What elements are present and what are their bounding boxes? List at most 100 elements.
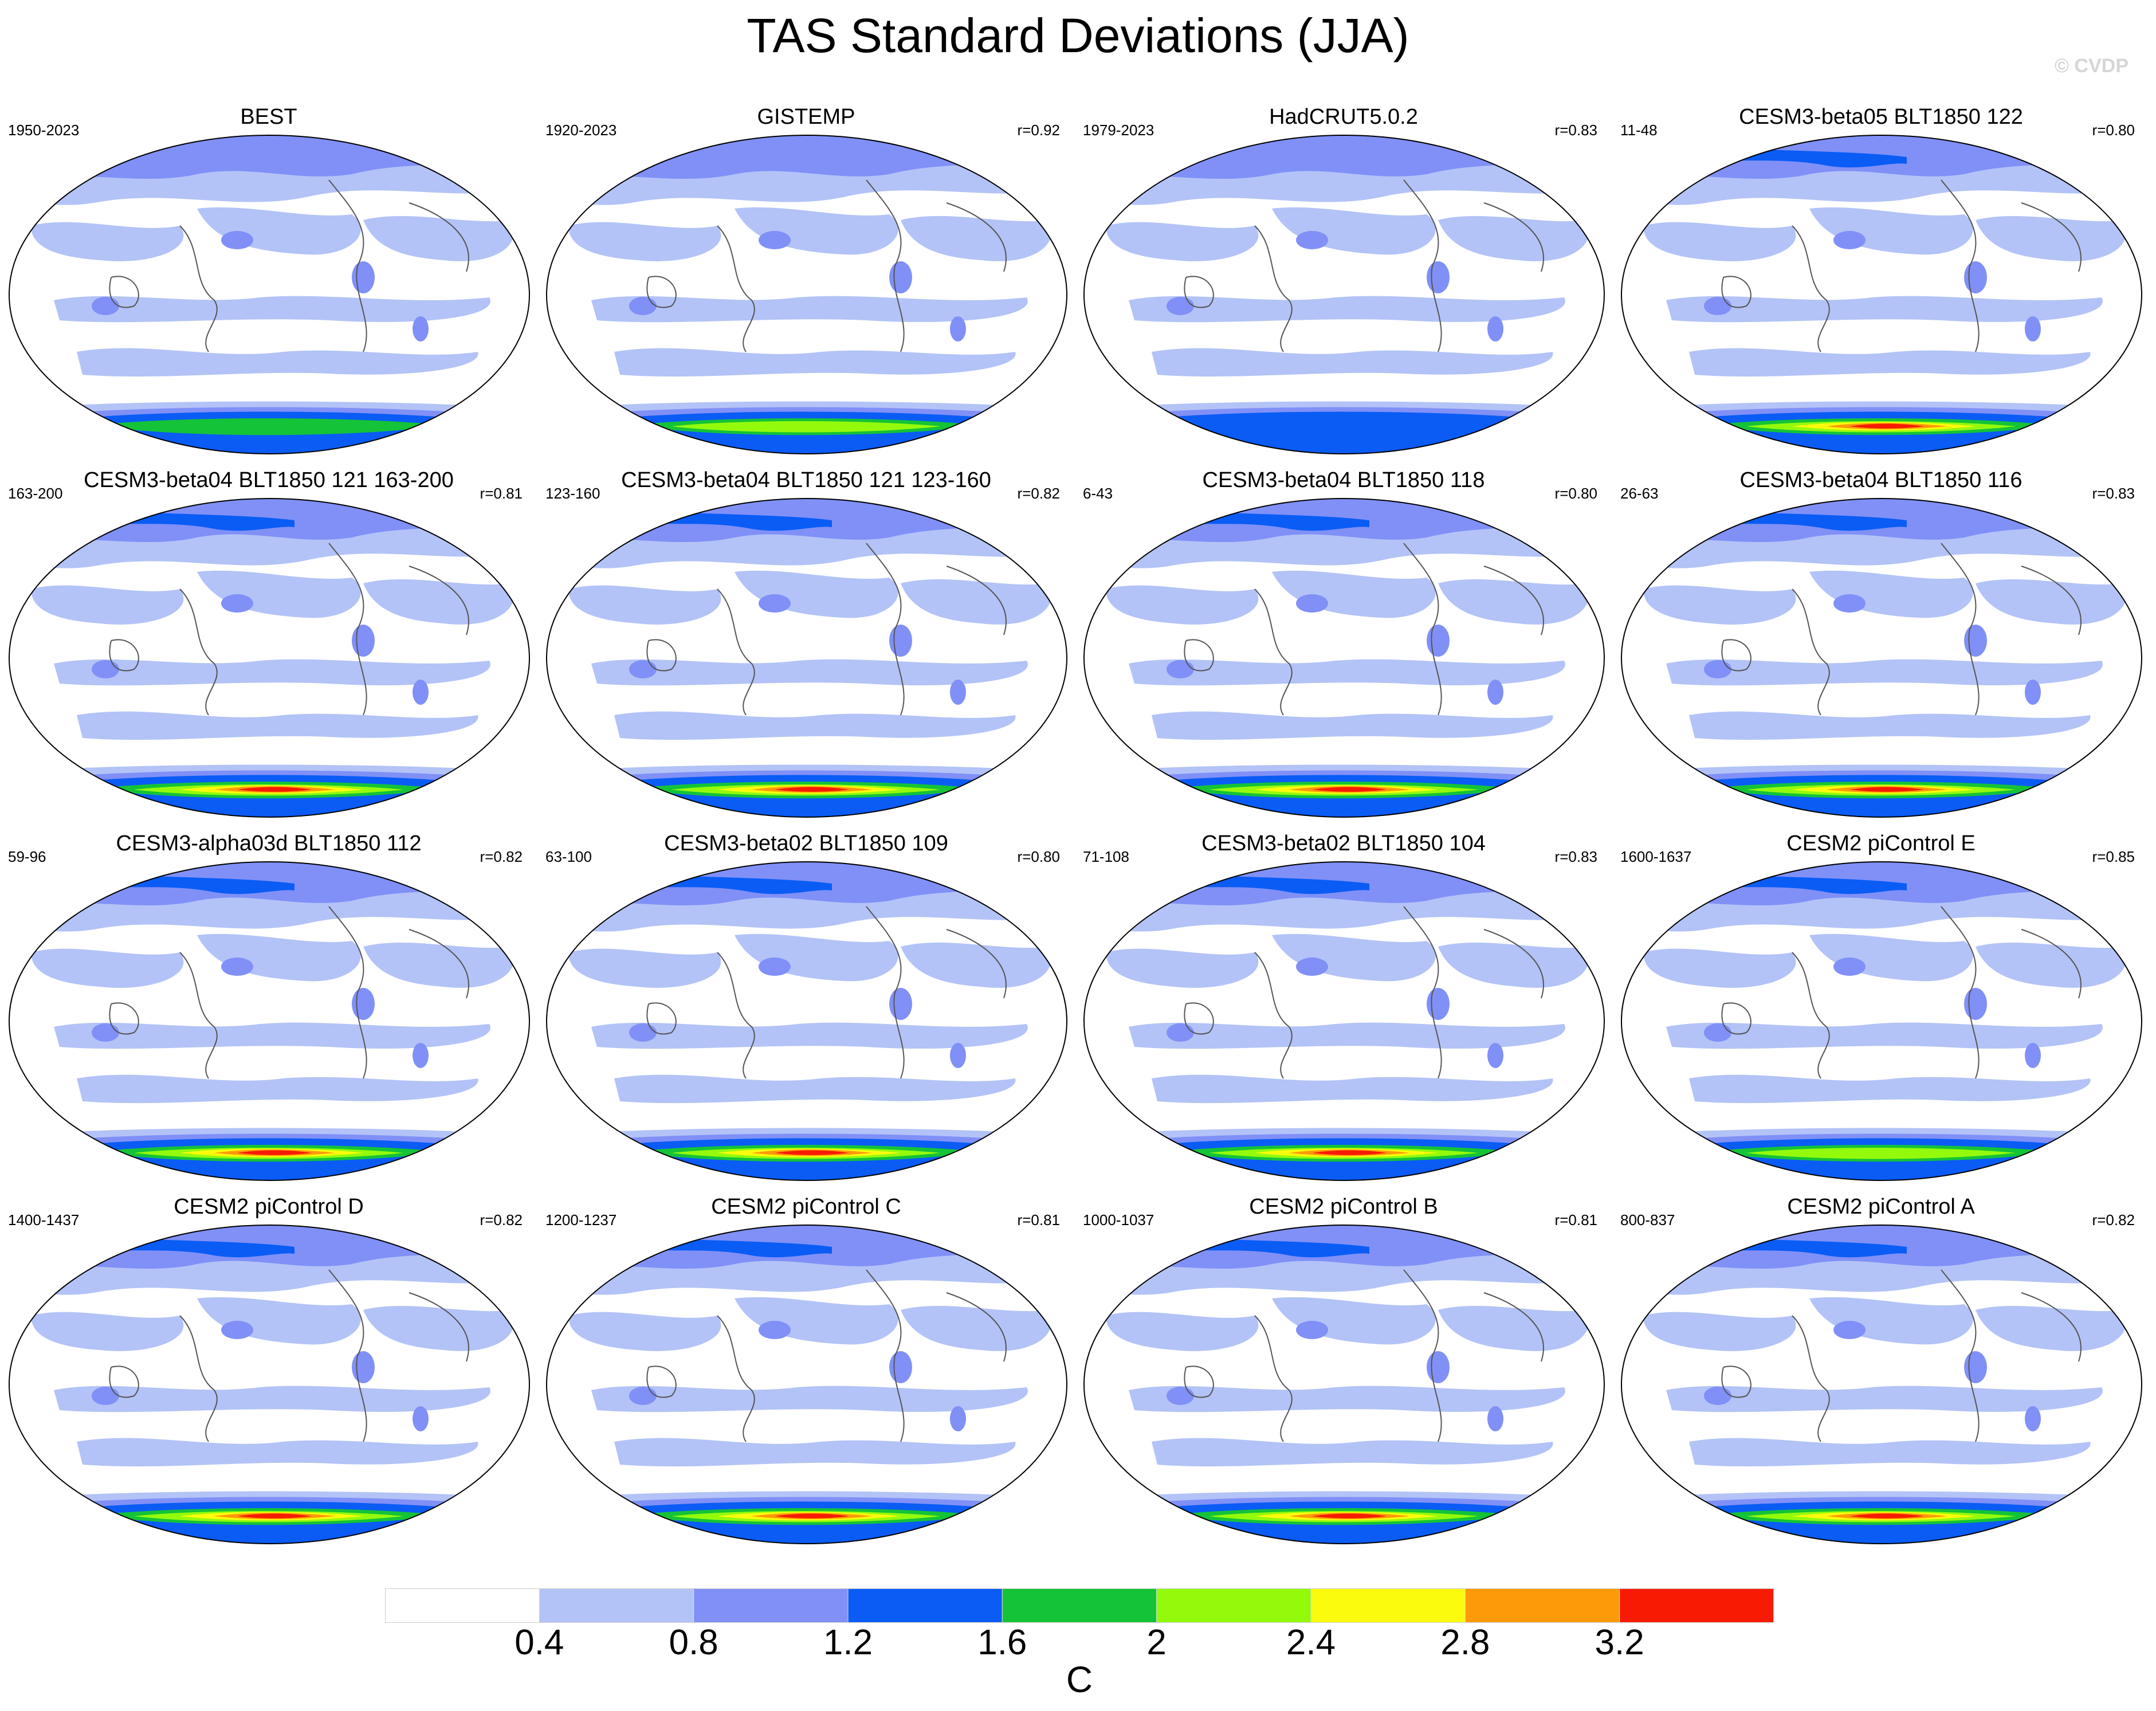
panel-correlation: r=0.80: [1017, 848, 1060, 865]
coastline: [328, 1269, 367, 1442]
coastline: [2021, 929, 2082, 999]
contour-spot: [1427, 988, 1450, 1020]
contour-band-north-strong: [547, 135, 1067, 180]
contour-spot: [1167, 660, 1194, 678]
contour-band-antarctic: [775, 1150, 849, 1155]
contour-band-mid: [54, 1022, 490, 1049]
contour-band-antarctic: [94, 418, 443, 435]
coastline: [1184, 639, 1214, 672]
panel-title: CESM3-beta04 BLT1850 118: [1202, 468, 1485, 492]
coastline: [2021, 566, 2082, 635]
contour-band-mid: [363, 215, 515, 261]
panel-correlation: r=0.85: [2092, 848, 2135, 865]
coastline: [1792, 588, 1830, 716]
panel-years: 800-837: [1620, 1211, 1675, 1229]
contour-band-mid: [1106, 222, 1259, 261]
coastline: [2021, 1292, 2082, 1362]
panel-correlation: r=0.83: [1554, 121, 1597, 139]
map-plot: [546, 861, 1067, 1181]
contour-spot: [352, 261, 375, 293]
panel-years: 71-108: [1083, 848, 1129, 865]
contour-spot: [413, 1406, 429, 1431]
coastline: [1792, 952, 1830, 1079]
contour-band-mid: [591, 1022, 1028, 1049]
contour-spot: [950, 680, 966, 705]
coastline: [717, 225, 755, 352]
panel-years: 1979-2023: [1083, 121, 1154, 139]
coastline: [1483, 1292, 1544, 1362]
map-plot: [546, 498, 1067, 818]
contour-spot: [413, 1043, 429, 1068]
map-border: [9, 498, 530, 818]
coastline: [866, 1269, 905, 1442]
contour-spot: [1296, 1321, 1328, 1339]
contour-band-mid: [363, 579, 515, 625]
colorbar-swatch: [385, 1588, 540, 1623]
contour-spot: [1704, 660, 1731, 678]
contour-band-antarctic: [775, 1513, 849, 1518]
map-border: [546, 861, 1067, 1181]
map-panel: GISTEMP 1920-2023 r=0.92: [540, 104, 1073, 465]
contour-band-mid: [1666, 1022, 2103, 1049]
coastline: [646, 276, 677, 308]
contour-spot: [889, 261, 912, 293]
coastline: [1941, 543, 1980, 716]
panel-years: 163-200: [8, 485, 63, 502]
map-border: [546, 1225, 1067, 1544]
map-plot: [1083, 135, 1605, 454]
contour-spot: [1704, 1387, 1731, 1405]
contour-spot: [889, 1351, 912, 1383]
coastline: [179, 1315, 218, 1442]
colorbar-swatch: [1619, 1588, 1774, 1623]
coastline: [1254, 225, 1293, 352]
coastline: [109, 1365, 139, 1398]
colorbar-swatch: [847, 1588, 1003, 1623]
panel-years: 11-48: [1620, 121, 1658, 139]
contour-band-mid: [1106, 1312, 1259, 1351]
map-panel: CESM3-beta04 BLT1850 121 123-160 123-160 r…: [540, 468, 1073, 829]
contour-band-mid: [1689, 1438, 2091, 1467]
panel-title: BEST: [240, 105, 297, 129]
contour-spot: [352, 988, 375, 1020]
panel-years: 59-96: [8, 848, 46, 865]
contour-band-mid: [901, 942, 1052, 988]
coastline: [946, 202, 1007, 272]
contour-band-mid: [568, 1312, 721, 1351]
contour-spot: [1296, 231, 1328, 249]
coastline: [717, 1315, 755, 1442]
colorbar-units: C: [1066, 1659, 1093, 1700]
contour-band-mid: [1689, 711, 2091, 740]
contour-spot: [92, 660, 119, 678]
contour-spot: [1487, 1406, 1503, 1431]
map-plot: [1083, 1225, 1605, 1544]
panel-title: CESM2 piControl D: [174, 1195, 364, 1219]
panel-years: 1400-1437: [8, 1211, 80, 1229]
colorbar-swatch: [1310, 1588, 1466, 1623]
panel-correlation: r=0.83: [2092, 485, 2135, 502]
panel-title: CESM3-beta04 BLT1850 116: [1739, 468, 2023, 492]
map-plot: [1621, 498, 2142, 818]
contour-band-mid: [614, 348, 1016, 377]
contour-spot: [413, 316, 429, 342]
contour-spot: [629, 1387, 657, 1405]
contour-band-mid: [31, 585, 184, 625]
panel-title: CESM3-beta04 BLT1850 121 123-160: [621, 468, 991, 492]
panel-title: CESM3-beta04 BLT1850 121 163-200: [84, 468, 454, 492]
panel-title: GISTEMP: [757, 105, 855, 129]
coastline: [1483, 566, 1544, 635]
coastline: [328, 179, 367, 352]
contour-band-antarctic: [1849, 787, 1924, 792]
contour-spot: [889, 625, 912, 657]
contour-band-mid: [1438, 215, 1589, 261]
colorbar-tick-label: 2: [1146, 1623, 1167, 1662]
map-panel: CESM2 piControl C 1200-1237 r=0.81: [540, 1194, 1073, 1555]
contour-band-antarctic: [1849, 423, 1924, 429]
contour-band-antarctic: [671, 421, 941, 433]
map-border: [1083, 135, 1605, 454]
contour-band-antarctic: [1312, 787, 1387, 792]
contour-band-mid: [1129, 296, 1565, 323]
coastline: [109, 1002, 139, 1035]
contour-band-mid: [1976, 1305, 2127, 1351]
coastline: [109, 276, 139, 308]
map-panel: HadCRUT5.0.2 1979-2023 r=0.83: [1077, 104, 1610, 465]
